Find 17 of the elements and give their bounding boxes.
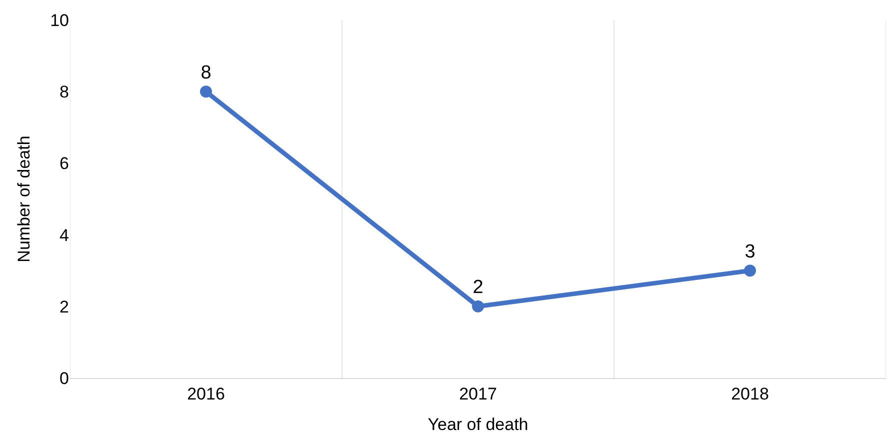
point	[200, 86, 212, 98]
x-tick-label: 2016	[187, 384, 225, 404]
data-label: 8	[200, 62, 212, 84]
y-tick-label: 8	[60, 82, 69, 102]
point	[472, 300, 484, 312]
x-tick-label: 2018	[731, 384, 769, 404]
y-tick-label: 4	[60, 226, 69, 245]
point	[744, 264, 756, 277]
y-tick-label: 0	[60, 368, 69, 388]
data-label: 2	[472, 277, 484, 298]
y-axis-title: Number of death	[14, 136, 34, 262]
y-tick-label: 6	[60, 154, 69, 174]
x-tick-label: 2017	[459, 384, 497, 404]
y-tick-label: 2	[60, 297, 69, 316]
x-axis-title: Year of death	[428, 414, 528, 434]
data-label: 3	[744, 241, 756, 262]
y-tick-label: 10	[50, 10, 69, 30]
